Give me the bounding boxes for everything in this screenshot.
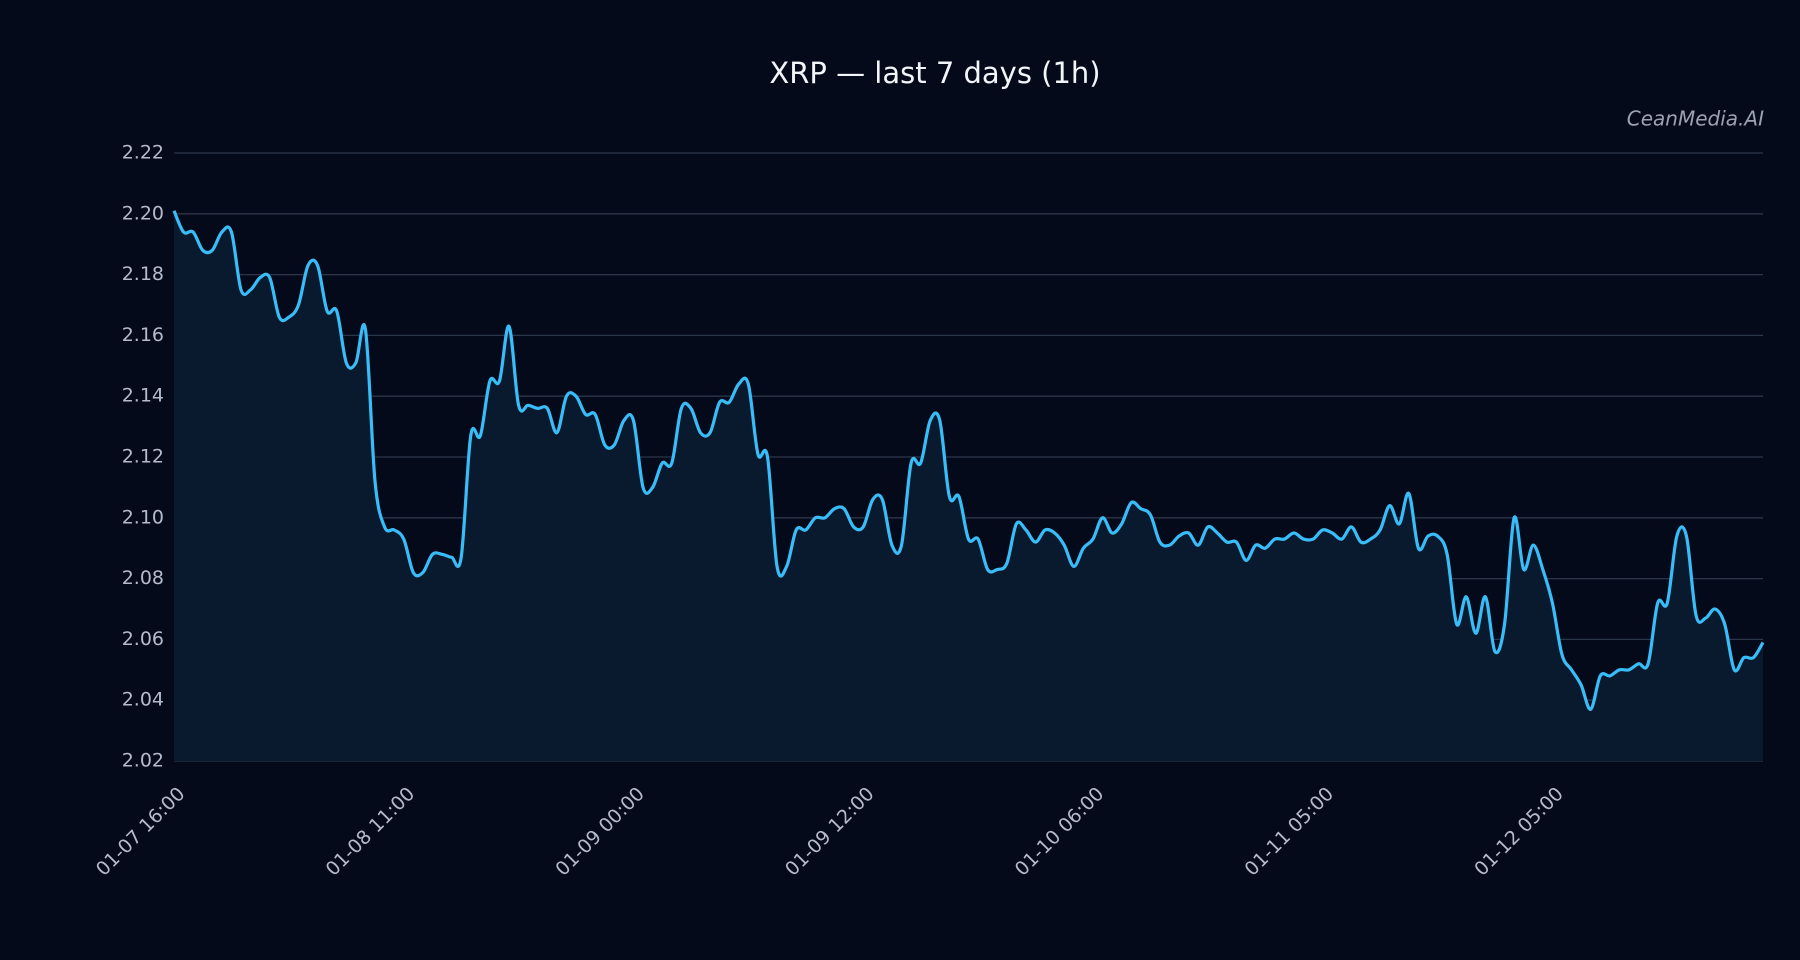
line (172, 210, 1765, 711)
y-tick-label: 2.06 (122, 628, 164, 650)
y-tick-label: 2.20 (122, 202, 164, 224)
y-tick-label: 2.16 (122, 324, 164, 346)
chart-title: XRP — last 7 days (1h) (769, 56, 1100, 90)
y-tick-label: 2.18 (122, 263, 164, 285)
y-tick-label: 2.04 (122, 689, 164, 711)
y-tick-label: 2.22 (122, 142, 164, 164)
y-tick-label: 2.12 (122, 446, 164, 468)
y-tick-label: 2.14 (122, 385, 164, 407)
area (174, 210, 1763, 761)
y-tick-label: 2.08 (122, 567, 164, 589)
y-tick-label: 2.02 (122, 750, 164, 772)
y-tick-label: 2.10 (122, 506, 164, 528)
watermark: CeanMedia.AI (1627, 107, 1764, 131)
